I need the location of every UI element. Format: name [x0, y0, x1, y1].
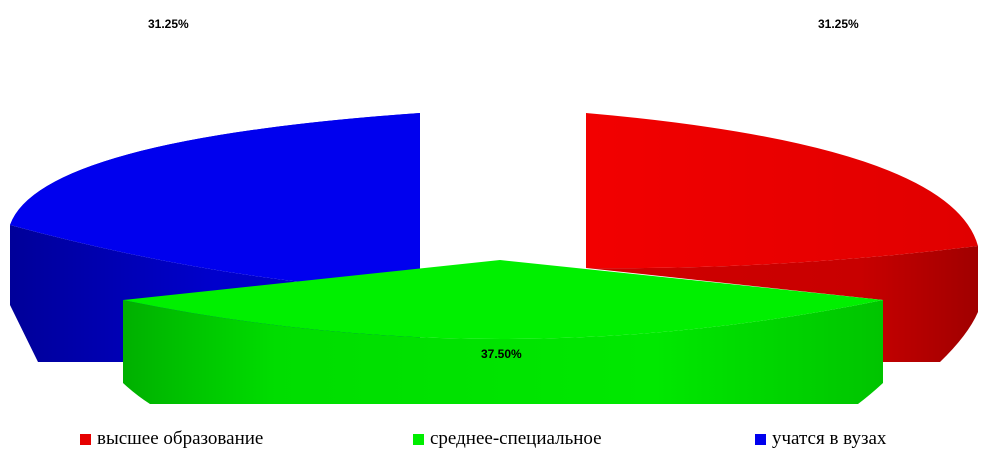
legend-swatch-red — [80, 433, 91, 445]
pie-slice-srednee-spetsialnoe — [123, 260, 883, 404]
legend-swatch-green — [413, 433, 424, 445]
pie-slice-srednee-spetsialnoe-top — [123, 260, 883, 339]
legend-label-vysshee-obrazovanie: высшее образование — [97, 428, 264, 449]
chart-legend: высшее образование среднее-специальное у… — [0, 428, 989, 452]
legend-item-vysshee-obrazovanie: высшее образование — [80, 428, 263, 450]
legend-label-srednee-spetsialnoe: среднее-специальное — [430, 428, 602, 449]
data-label-uchatsya-v-vuzakh: 31.25% — [148, 17, 189, 31]
pie-slice-vysshee-obrazovanie-top — [586, 113, 978, 269]
legend-swatch-blue — [755, 433, 766, 445]
pie-slice-vysshee-obrazovanie — [586, 113, 978, 362]
legend-item-srednee-spetsialnoe: среднее-специальное — [413, 428, 602, 450]
data-label-vysshee-obrazovanie: 31.25% — [818, 17, 859, 31]
legend-label-uchatsya-v-vuzakh: учатся в вузах — [772, 428, 887, 449]
pie-slice-vysshee-obrazovanie-side — [586, 246, 978, 362]
data-label-srednee-spetsialnoe: 37.50% — [481, 347, 522, 361]
pie-slice-srednee-spetsialnoe-side — [123, 300, 883, 404]
legend-item-uchatsya-v-vuzakh: учатся в вузах — [755, 428, 886, 450]
pie-slice-uchatsya-v-vuzakh-top — [10, 113, 420, 292]
